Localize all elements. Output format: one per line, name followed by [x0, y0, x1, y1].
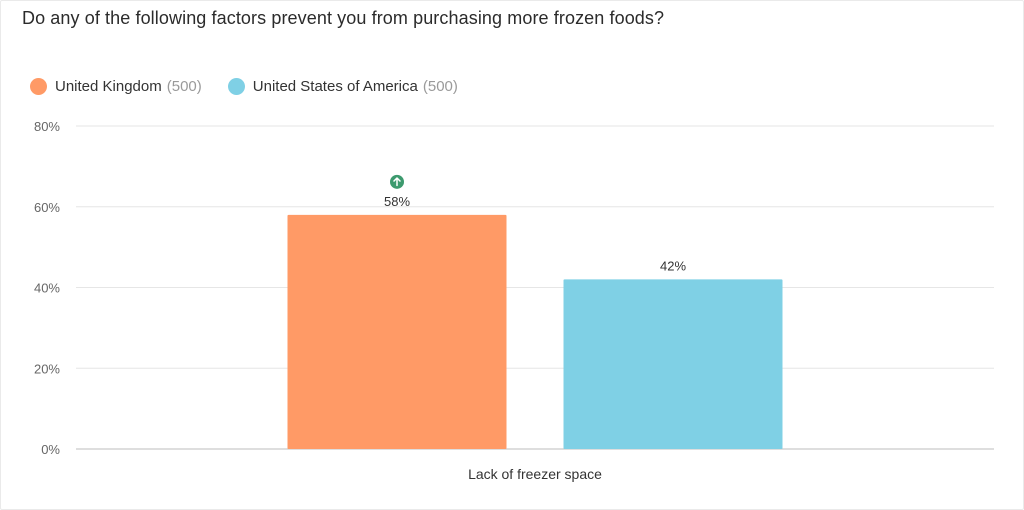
arrow-up-icon	[393, 177, 401, 187]
y-tick-label: 0%	[41, 442, 60, 457]
bar-value-label: 42%	[660, 258, 686, 273]
y-tick-label: 40%	[34, 281, 60, 296]
legend-swatch-uk	[30, 78, 47, 95]
legend-count-usa: (500)	[422, 78, 458, 95]
bar-value-label: 58%	[384, 194, 410, 209]
y-tick-label: 20%	[34, 361, 60, 376]
legend: United Kingdom (500) United States of Am…	[30, 78, 458, 95]
legend-swatch-usa	[227, 78, 245, 95]
bar	[287, 214, 507, 449]
bar	[563, 279, 783, 449]
x-tick-label: Lack of freezer space	[468, 466, 602, 482]
y-tick-label: 80%	[34, 119, 60, 134]
y-tick-label: 60%	[34, 200, 60, 215]
legend-label-usa: United States of America	[252, 78, 418, 95]
legend-count-uk: (500)	[166, 78, 202, 95]
legend-label-uk: United Kingdom	[55, 78, 162, 95]
chart-title: Do any of the following factors prevent …	[22, 8, 665, 28]
legend-item-usa[interactable]: United States of America (500)	[227, 78, 458, 95]
legend-item-uk[interactable]: United Kingdom (500)	[30, 78, 202, 95]
